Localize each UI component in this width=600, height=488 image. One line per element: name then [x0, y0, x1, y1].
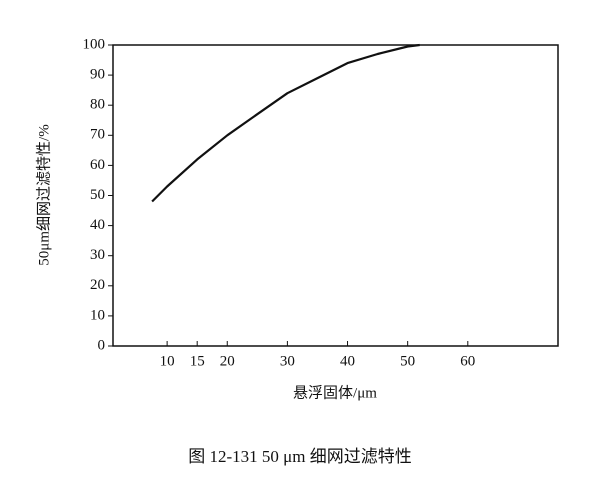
y-axis-label: 50μm细网过滤特性/% — [35, 124, 52, 265]
y-tick-label: 70 — [90, 127, 105, 143]
data-line — [151, 43, 420, 203]
x-tick-label: 15 — [190, 353, 205, 369]
y-tick-label: 0 — [98, 337, 106, 353]
y-tick-label: 80 — [90, 97, 105, 113]
caption: 图 12-131 50 μm 细网过滤特性 — [188, 447, 412, 466]
plot-frame — [112, 44, 559, 347]
x-tick-label: 50 — [400, 353, 415, 369]
y-tick-label: 60 — [90, 157, 105, 173]
x-tick-label: 30 — [280, 353, 295, 369]
y-tick-label: 100 — [83, 36, 106, 52]
y-tick-label: 30 — [90, 247, 105, 263]
x-tick-label: 60 — [460, 353, 475, 369]
x-tick-label: 10 — [160, 353, 175, 369]
y-tick-label: 20 — [90, 277, 105, 293]
y-tick-label: 40 — [90, 217, 105, 233]
x-tick-label: 40 — [340, 353, 355, 369]
y-tick-label: 10 — [90, 307, 105, 323]
x-tick-label: 20 — [220, 353, 235, 369]
x-axis-label: 悬浮固体/μm — [293, 384, 377, 401]
y-tick-label: 90 — [90, 67, 105, 83]
y-tick-label: 50 — [90, 187, 105, 203]
